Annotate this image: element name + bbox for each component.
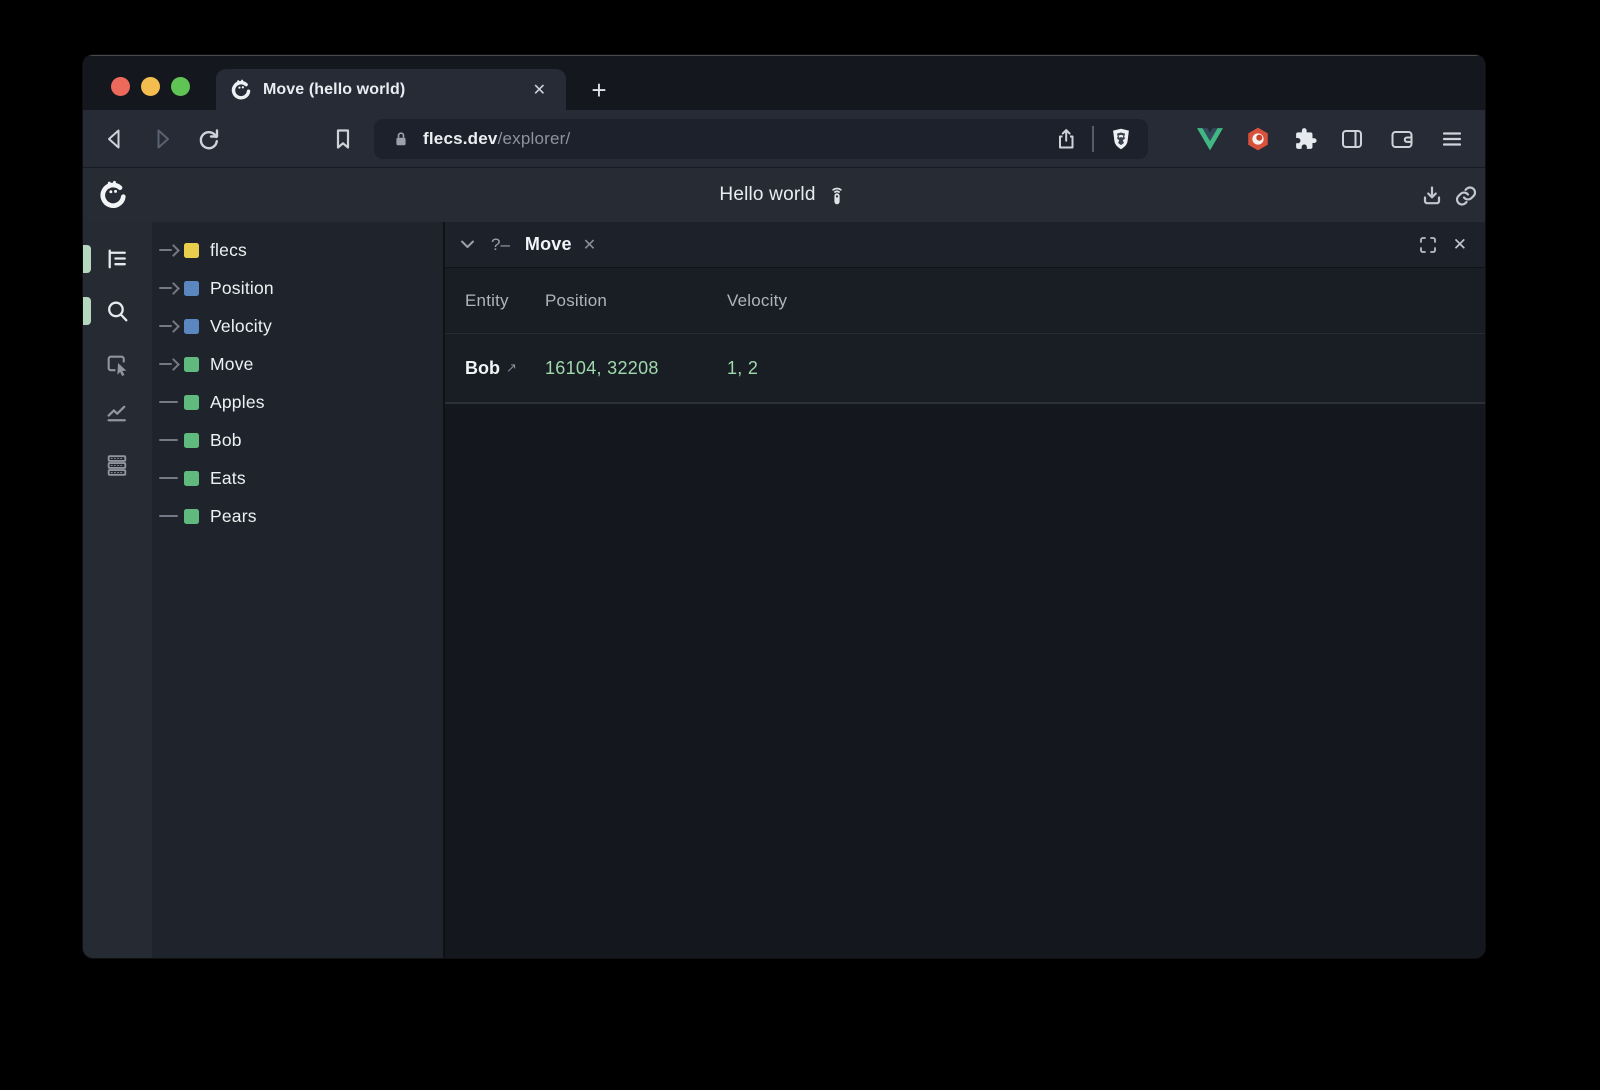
lock-icon[interactable] [391,129,411,149]
fullscreen-icon[interactable] [1418,235,1438,255]
tree-item-label: Velocity [210,315,272,336]
tree-item-label: Bob [210,429,242,450]
memory-icon[interactable] [104,452,131,479]
tree-item-apples[interactable]: Apples [152,383,443,421]
tree-item-bob[interactable]: Bob [152,421,443,459]
inspect-icon[interactable] [104,351,131,378]
bookmark-icon[interactable] [330,126,356,152]
entity-tree-panel: flecs Position Velocity Move Apples [152,222,445,958]
tree-item-label: Apples [210,391,265,412]
traffic-zoom-button[interactable] [171,77,190,96]
query-panel-header: ?– Move ✕ ✕ [445,222,1485,268]
url-text: flecs.dev/explorer/ [423,129,570,149]
tree-item-label: flecs [210,239,247,260]
page-title: Hello world [719,184,816,205]
component-swatch [184,432,199,448]
brave-shield-icon[interactable] [1108,126,1134,152]
component-swatch [184,280,199,296]
tree-connector-line [159,470,181,486]
expand-arrow-icon[interactable] [159,242,181,258]
column-header-entity[interactable]: Entity [465,290,509,310]
tree-item-eats[interactable]: Eats [152,459,443,497]
tree-item-label: Eats [210,467,246,488]
download-icon[interactable] [1419,183,1445,209]
flecs-favicon-icon [231,79,251,100]
tree-item-label: Pears [210,505,257,526]
component-swatch [184,470,199,486]
tab-bar: Move (hello world) ✕ + [83,55,1485,111]
query-close-icon[interactable]: ✕ [582,236,597,254]
tab-title: Move (hello world) [263,81,406,98]
component-swatch [184,356,199,372]
browser-toolbar: flecs.dev/explorer/ [83,110,1485,167]
query-title: Move [524,234,572,254]
tree-connector-line [159,508,181,524]
flecs-logo-icon[interactable] [98,180,128,210]
link-icon[interactable] [1453,183,1479,209]
entity-cell[interactable]: Bob ↗ [445,358,545,379]
expand-arrow-icon[interactable] [159,318,181,334]
tree-panel-active-indicator [83,245,91,273]
velocity-value: 1, 2 [727,357,759,378]
query-panel: ?– Move ✕ ✕ Entity Position Velocity Bo [445,222,1485,958]
browser-tab[interactable]: Move (hello world) ✕ [216,69,566,111]
stats-icon[interactable] [104,399,131,426]
back-button-icon[interactable] [102,126,128,152]
tree-connector-line [159,432,181,448]
component-swatch [184,242,199,258]
tree-item-velocity[interactable]: Velocity [152,307,443,345]
tree-item-label: Position [210,277,274,298]
new-tab-button[interactable]: + [591,75,607,105]
remote-connection-icon[interactable] [825,183,849,207]
tree-item-move[interactable]: Move [152,345,443,383]
share-icon[interactable] [1054,127,1078,151]
entity-name[interactable]: Bob [465,357,500,378]
component-swatch [184,394,199,410]
main-area: flecs Position Velocity Move Apples [83,222,1485,958]
url-domain: flecs.dev [423,129,498,148]
browser-window: Move (hello world) ✕ + flecs.dev/explore… [83,55,1485,958]
expand-arrow-icon[interactable] [159,280,181,296]
collapse-chevron-icon[interactable] [457,234,478,255]
tree-item-position[interactable]: Position [152,269,443,307]
url-bar-actions [1054,119,1148,159]
search-icon[interactable] [104,298,131,325]
tab-close-icon[interactable]: ✕ [532,82,546,99]
tree-connector-line [159,394,181,410]
url-bar[interactable]: flecs.dev/explorer/ [374,119,1148,159]
query-panel-active-indicator [83,297,91,325]
url-path: /explorer/ [497,129,571,148]
column-header-velocity[interactable]: Velocity [727,290,788,310]
browser-menu-icon[interactable] [1439,126,1465,152]
tree-item-label: Move [210,353,254,374]
traffic-close-button[interactable] [111,77,130,96]
app-title-group: Hello world [83,168,1485,222]
entity-tree-icon[interactable] [104,246,131,273]
extensions-puzzle-icon[interactable] [1292,126,1318,152]
component-swatch [184,318,199,334]
column-header-position[interactable]: Position [545,290,608,310]
hexagon-extension-icon[interactable] [1245,126,1271,152]
tree-item-flecs[interactable]: flecs [152,231,443,269]
query-panel-actions: ✕ [1418,235,1467,255]
sidebar-toggle-icon[interactable] [1339,126,1365,152]
position-value: 16104, 32208 [545,357,659,378]
query-operator: ?– [491,234,510,254]
query-results-table: Entity Position Velocity Bob ↗ 16104, 322… [445,268,1485,404]
component-swatch [184,508,199,524]
forward-button-icon[interactable] [149,126,175,152]
table-header-row: Entity Position Velocity [445,268,1485,334]
vue-devtools-extension-icon[interactable] [1197,126,1223,152]
traffic-minimize-button[interactable] [141,77,160,96]
table-row[interactable]: Bob ↗ 16104, 32208 1, 2 [445,334,1485,404]
panel-close-icon[interactable]: ✕ [1452,234,1467,254]
activity-bar [83,222,152,958]
wallet-icon[interactable] [1389,126,1415,152]
external-link-icon[interactable]: ↗ [506,359,517,375]
toolbar-separator [1092,126,1094,152]
reload-button-icon[interactable] [196,126,222,152]
expand-arrow-icon[interactable] [159,356,181,372]
tree-item-pears[interactable]: Pears [152,497,443,535]
app-header: Hello world [83,167,1485,222]
